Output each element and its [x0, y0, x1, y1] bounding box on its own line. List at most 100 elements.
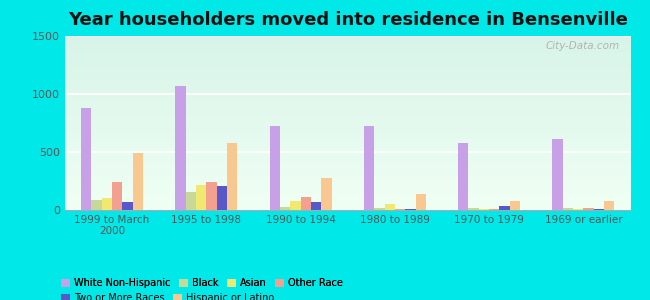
Bar [65, 69, 630, 71]
Text: City-Data.com: City-Data.com [545, 41, 619, 51]
Bar [65, 73, 630, 74]
Bar [584, 208, 593, 210]
Bar [122, 202, 133, 210]
Bar [65, 142, 630, 144]
Bar [65, 208, 630, 210]
Bar [280, 206, 291, 210]
Bar [227, 143, 237, 210]
Bar [385, 204, 395, 210]
Bar [65, 40, 630, 41]
Bar [65, 83, 630, 85]
Title: Year householders moved into residence in Bensenville: Year householders moved into residence i… [68, 11, 628, 29]
Bar [65, 134, 630, 135]
Bar [65, 172, 630, 173]
Bar [573, 209, 584, 210]
Bar [65, 203, 630, 205]
Bar [65, 41, 630, 43]
Bar [65, 62, 630, 64]
Bar [65, 80, 630, 81]
Bar [65, 149, 630, 151]
Bar [458, 143, 469, 210]
Bar [65, 146, 630, 147]
Legend: White Non-Hispanic, Black, Asian, Other Race: White Non-Hispanic, Black, Asian, Other … [57, 274, 347, 292]
Bar [65, 55, 630, 57]
Bar [65, 177, 630, 179]
Bar [65, 111, 630, 112]
Bar [65, 132, 630, 134]
Bar [415, 194, 426, 210]
Bar [65, 161, 630, 163]
Bar [65, 60, 630, 62]
Bar [133, 153, 143, 210]
Bar [65, 76, 630, 78]
Bar [65, 168, 630, 170]
Bar [65, 170, 630, 172]
Bar [65, 36, 630, 38]
Bar [65, 167, 630, 168]
Bar [65, 137, 630, 139]
Bar [65, 194, 630, 196]
Bar [216, 186, 227, 210]
Bar [65, 127, 630, 128]
Bar [65, 200, 630, 201]
Bar [65, 154, 630, 156]
Bar [65, 121, 630, 123]
Bar [321, 178, 332, 210]
Bar [65, 179, 630, 180]
Bar [65, 123, 630, 125]
Bar [81, 108, 92, 210]
Bar [65, 118, 630, 119]
Bar [395, 209, 405, 210]
Bar [593, 209, 604, 210]
Bar [65, 85, 630, 86]
Bar [65, 74, 630, 76]
Bar [65, 198, 630, 200]
Bar [112, 182, 122, 210]
Bar [65, 50, 630, 52]
Bar [65, 88, 630, 90]
Bar [65, 102, 630, 104]
Bar [65, 188, 630, 189]
Bar [65, 45, 630, 46]
Bar [65, 90, 630, 92]
Bar [65, 66, 630, 67]
Bar [552, 139, 563, 210]
Bar [510, 201, 520, 210]
Bar [489, 209, 499, 210]
Bar [65, 140, 630, 142]
Bar [65, 201, 630, 203]
Bar [65, 99, 630, 100]
Bar [499, 206, 510, 210]
Bar [65, 180, 630, 182]
Bar [65, 38, 630, 40]
Bar [65, 78, 630, 80]
Bar [65, 107, 630, 109]
Bar [270, 127, 280, 210]
Bar [65, 163, 630, 165]
Bar [65, 71, 630, 73]
Bar [374, 208, 385, 210]
Bar [65, 130, 630, 132]
Bar [65, 173, 630, 175]
Bar [65, 48, 630, 50]
Bar [291, 201, 301, 210]
Bar [65, 43, 630, 45]
Bar [65, 125, 630, 127]
Bar [207, 182, 216, 210]
Bar [65, 158, 630, 160]
Bar [65, 52, 630, 53]
Bar [65, 114, 630, 116]
Bar [65, 112, 630, 114]
Bar [65, 156, 630, 158]
Bar [65, 116, 630, 118]
Bar [65, 92, 630, 93]
Bar [65, 151, 630, 153]
Bar [65, 53, 630, 55]
Bar [65, 196, 630, 198]
Bar [65, 97, 630, 99]
Bar [65, 147, 630, 149]
Bar [186, 192, 196, 210]
Bar [65, 128, 630, 130]
Bar [65, 95, 630, 97]
Bar [65, 57, 630, 58]
